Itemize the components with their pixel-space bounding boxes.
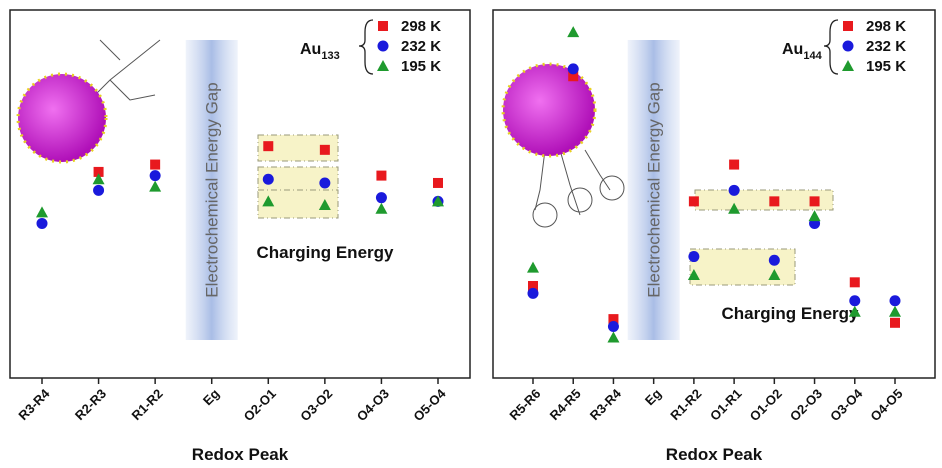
- marker: [608, 314, 619, 325]
- marker: [768, 268, 781, 280]
- x-tick-label: R2-R3: [72, 386, 109, 423]
- marker: [849, 295, 861, 307]
- cluster-right: [501, 62, 625, 228]
- cluster-left: [16, 39, 161, 164]
- marker: [890, 317, 900, 328]
- x-tick-label: O1-R1: [707, 386, 745, 424]
- annotation: Charging Energy: [722, 304, 860, 323]
- marker: [843, 21, 853, 31]
- plot-frame: [492, 9, 936, 379]
- x-tick-label: R3-R4: [587, 385, 625, 423]
- legend-label: 298 K: [866, 18, 906, 35]
- x-tick-label: R1-R2: [667, 386, 704, 423]
- marker: [527, 287, 539, 299]
- marker: [842, 40, 854, 52]
- marker: [432, 195, 444, 207]
- marker: [319, 144, 330, 155]
- marker: [848, 305, 861, 317]
- cluster-size: 133: [321, 50, 339, 62]
- marker: [687, 268, 700, 280]
- marker: [93, 184, 105, 196]
- cluster-name: Au: [782, 41, 803, 58]
- gap-label: Electrochemical Energy Gap: [645, 82, 664, 297]
- marker: [318, 199, 331, 211]
- marker: [568, 71, 579, 82]
- marker: [528, 281, 538, 291]
- x-axis-label: Redox Peak: [192, 445, 289, 464]
- marker: [377, 60, 389, 71]
- cluster-label: Au133: [300, 41, 340, 62]
- gap-label: Electrochemical Energy Gap: [203, 82, 222, 297]
- legend-brace: [823, 19, 839, 75]
- marker: [433, 177, 443, 188]
- legend-label: 298 K: [401, 18, 441, 35]
- marker: [36, 206, 48, 218]
- legend-label: 232 K: [866, 38, 906, 55]
- marker: [378, 21, 388, 31]
- marker: [849, 277, 860, 288]
- legend-label: 195 K: [866, 58, 906, 75]
- marker: [688, 251, 700, 263]
- marker: [728, 184, 740, 196]
- x-tick-label: R1-R2: [129, 386, 166, 423]
- marker: [263, 141, 274, 152]
- x-tick-label: R3-R4: [15, 385, 53, 423]
- legend-label: 232 K: [401, 38, 441, 55]
- cluster-label: Au144: [782, 41, 823, 62]
- marker: [149, 180, 162, 192]
- x-tick-label: O2-O1: [241, 386, 279, 424]
- marker: [607, 320, 619, 332]
- marker: [375, 192, 387, 204]
- marker: [319, 177, 331, 189]
- marker: [567, 26, 580, 38]
- gap-band: [185, 40, 238, 340]
- marker: [768, 254, 780, 266]
- plot-frame: [9, 9, 471, 379]
- gap-band: [627, 40, 680, 340]
- marker: [808, 210, 821, 222]
- marker: [688, 196, 699, 207]
- x-tick-label: R5-R6: [506, 386, 543, 423]
- annotation: Charging Energy: [257, 243, 395, 262]
- x-tick-label: R4-R5: [547, 386, 584, 423]
- marker: [92, 173, 105, 185]
- marker: [567, 63, 579, 75]
- marker: [809, 196, 820, 207]
- x-tick-label: O5-O4: [410, 385, 449, 424]
- marker: [527, 261, 539, 273]
- cluster-name: Au: [300, 41, 321, 58]
- marker: [262, 195, 275, 207]
- x-tick-label: O3-O4: [827, 385, 866, 424]
- marker: [842, 60, 854, 71]
- marker: [36, 217, 48, 229]
- marker: [607, 331, 620, 343]
- highlight-boxes: [257, 134, 834, 286]
- x-tick-label: O3-O2: [297, 386, 335, 424]
- marker: [150, 159, 161, 170]
- x-tick-label: Eg: [200, 386, 222, 408]
- marker: [729, 159, 740, 170]
- cluster-size: 144: [803, 50, 822, 62]
- marker: [149, 170, 161, 182]
- x-tick-label: O2-O3: [787, 386, 825, 424]
- marker: [728, 202, 741, 214]
- marker: [93, 166, 104, 177]
- x-tick-label: O1-O2: [747, 386, 785, 424]
- marker: [262, 173, 274, 185]
- marker: [769, 196, 780, 207]
- x-tick-label: O4-O5: [867, 386, 905, 424]
- marker: [376, 170, 387, 181]
- marker: [375, 202, 388, 214]
- marker: [889, 295, 901, 307]
- legend-label: 195 K: [401, 58, 441, 75]
- marker: [889, 305, 901, 317]
- x-tick-label: Eg: [642, 386, 664, 408]
- x-tick-label: O4-O3: [354, 386, 392, 424]
- legend-brace: [358, 19, 374, 75]
- marker: [377, 40, 389, 52]
- x-axis-label: Redox Peak: [666, 445, 763, 464]
